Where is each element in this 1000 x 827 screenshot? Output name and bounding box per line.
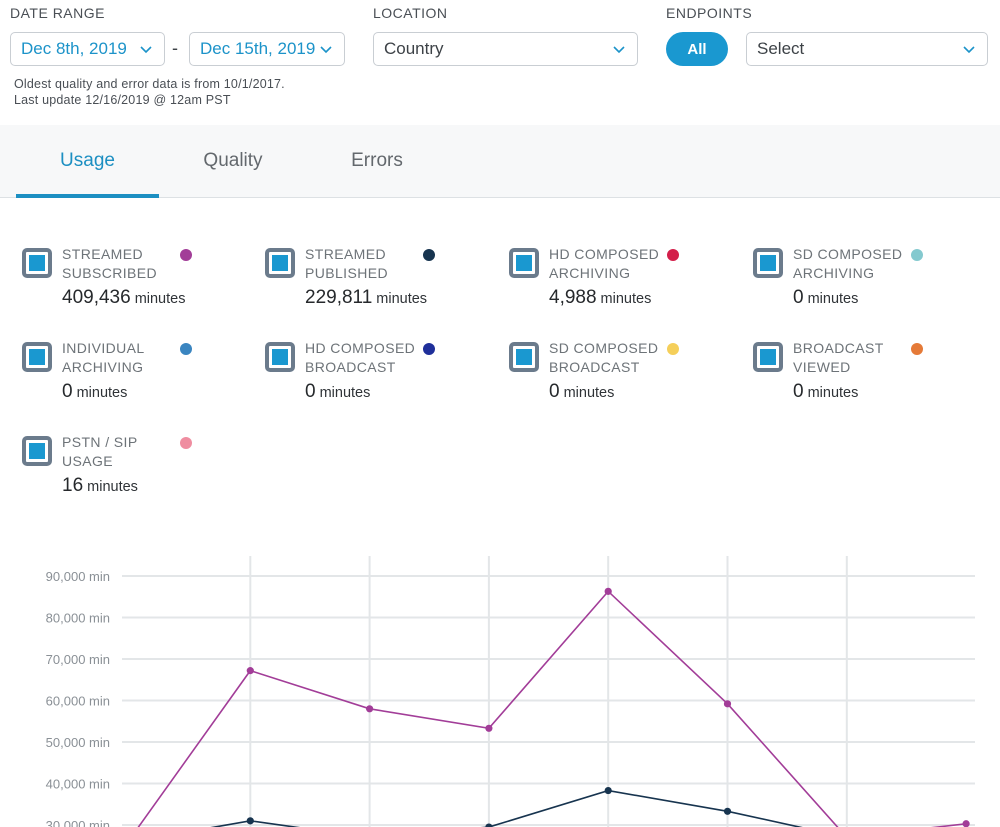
- metric-value: 0 minutes: [62, 381, 128, 402]
- y-tick-label: 60,000 min: [46, 694, 110, 709]
- metric-hd-composed-broadcast: HD COMPOSED BROADCAST 0 minutes: [265, 340, 495, 422]
- data-point: [246, 667, 254, 675]
- metric-value: 409,436 minutes: [62, 287, 186, 308]
- metric-value: 16 minutes: [62, 475, 138, 496]
- chevron-down-icon: [140, 46, 152, 54]
- location-value: Country: [384, 39, 444, 58]
- metric-streamed-subscribed: STREAMED SUBSCRIBED 409,436 minutes: [22, 246, 252, 328]
- metric-checkbox[interactable]: [509, 248, 539, 278]
- series-color-dot: [911, 249, 923, 261]
- series-color-dot: [423, 249, 435, 261]
- series-color-dot: [180, 249, 192, 261]
- series-color-dot: [180, 437, 192, 449]
- data-point: [246, 817, 254, 825]
- data-point: [723, 807, 732, 815]
- usage-line-chart: 30,000 min 40,000 min 50,000 min 60,000 min…: [46, 556, 975, 827]
- data-point: [366, 705, 374, 713]
- metric-value: 0 minutes: [305, 381, 371, 402]
- y-tick-label: 80,000 min: [46, 611, 110, 626]
- tab-bar: Usage Quality Errors: [0, 125, 1000, 198]
- chevron-down-icon: [320, 46, 332, 54]
- metric-sd-composed-broadcast: SD COMPOSED BROADCAST 0 minutes: [509, 340, 739, 422]
- end-date-value: Dec 15th, 2019: [200, 39, 316, 58]
- y-tick-label: 40,000 min: [46, 777, 110, 792]
- series-line-2: [210, 789, 803, 827]
- tab-usage[interactable]: Usage: [16, 125, 159, 198]
- all-endpoints-button[interactable]: All: [666, 32, 728, 66]
- metric-checkbox[interactable]: [22, 342, 52, 372]
- y-tick-label: 30,000 min: [46, 818, 110, 827]
- series-line-1: [137, 590, 967, 827]
- metric-individual-archiving: INDIVIDUAL ARCHIVING 0 minutes: [22, 340, 252, 422]
- y-tick-label: 50,000 min: [46, 735, 110, 750]
- endpoints-value: Select: [757, 39, 805, 58]
- metric-value: 229,811 minutes: [305, 287, 428, 308]
- metric-checkbox[interactable]: [509, 342, 539, 372]
- metric-label: SD COMPOSED ARCHIVING: [793, 246, 903, 281]
- series-color-dot: [667, 343, 679, 355]
- start-date-value: Dec 8th, 2019: [21, 39, 127, 58]
- end-date-dropdown[interactable]: Dec 15th, 2019: [189, 32, 345, 66]
- start-date-dropdown[interactable]: Dec 8th, 2019: [10, 32, 165, 66]
- metric-label: STREAMED PUBLISHED: [305, 246, 388, 281]
- metric-checkbox[interactable]: [753, 248, 783, 278]
- endpoints-dropdown[interactable]: Select: [746, 32, 988, 66]
- location-dropdown[interactable]: Country: [373, 32, 638, 66]
- metric-label: PSTN / SIP USAGE: [62, 434, 138, 469]
- y-tick-label: 70,000 min: [46, 652, 110, 667]
- metric-value: 0 minutes: [793, 381, 859, 402]
- metric-value: 4,988 minutes: [549, 287, 652, 308]
- metric-hd-composed-archiving: HD COMPOSED ARCHIVING 4,988 minutes: [509, 246, 739, 328]
- metric-label: STREAMED SUBSCRIBED: [62, 246, 158, 281]
- metric-value: 0 minutes: [549, 381, 615, 402]
- metric-sd-composed-archiving: SD COMPOSED ARCHIVING 0 minutes: [753, 246, 983, 328]
- metric-label: HD COMPOSED ARCHIVING: [549, 246, 660, 281]
- location-label: LOCATION: [373, 5, 448, 21]
- metric-checkbox[interactable]: [22, 248, 52, 278]
- data-point: [962, 820, 970, 827]
- metric-label: INDIVIDUAL ARCHIVING: [62, 340, 145, 375]
- date-range-separator: -: [172, 38, 178, 58]
- metric-label: SD COMPOSED BROADCAST: [549, 340, 659, 375]
- metric-checkbox[interactable]: [22, 436, 52, 466]
- metric-label: HD COMPOSED BROADCAST: [305, 340, 416, 375]
- data-point: [604, 587, 612, 595]
- data-note-last-update: Last update 12/16/2019 @ 12am PST: [14, 93, 231, 107]
- series-color-dot: [423, 343, 435, 355]
- endpoints-label: ENDPOINTS: [666, 5, 753, 21]
- metric-pstn-sip-usage: PSTN / SIP USAGE 16 minutes: [22, 434, 252, 516]
- metric-broadcast-viewed: BROADCAST VIEWED 0 minutes: [753, 340, 983, 422]
- y-tick-label: 90,000 min: [46, 569, 110, 584]
- series-color-dot: [911, 343, 923, 355]
- metric-checkbox[interactable]: [265, 342, 295, 372]
- series-color-dot: [667, 249, 679, 261]
- tab-quality[interactable]: Quality: [203, 150, 263, 171]
- series-color-dot: [180, 343, 192, 355]
- data-note-oldest: Oldest quality and error data is from 10…: [14, 77, 285, 91]
- metric-checkbox[interactable]: [753, 342, 783, 372]
- tab-errors[interactable]: Errors: [351, 150, 403, 171]
- data-point: [723, 700, 732, 708]
- chevron-down-icon: [613, 46, 625, 54]
- metric-checkbox[interactable]: [265, 248, 295, 278]
- date-range-label: DATE RANGE: [10, 5, 105, 21]
- metric-label: BROADCAST VIEWED: [793, 340, 884, 375]
- metric-value: 0 minutes: [793, 287, 859, 308]
- data-point: [485, 823, 493, 827]
- metric-streamed-published: STREAMED PUBLISHED 229,811 minutes: [265, 246, 495, 328]
- chevron-down-icon: [963, 46, 975, 54]
- data-point: [604, 786, 612, 795]
- data-point: [485, 724, 493, 732]
